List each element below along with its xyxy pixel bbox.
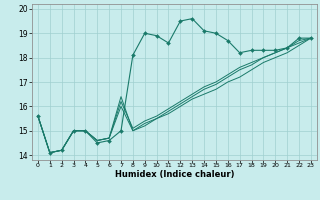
X-axis label: Humidex (Indice chaleur): Humidex (Indice chaleur)	[115, 170, 234, 179]
